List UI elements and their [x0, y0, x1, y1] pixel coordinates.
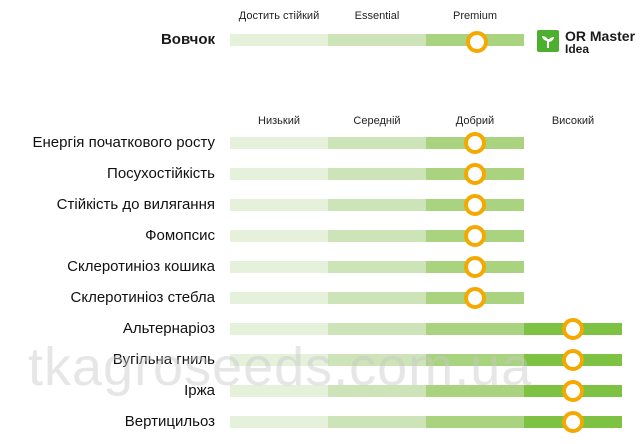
rating-marker — [464, 225, 486, 247]
rating-header-1: Середній — [353, 115, 401, 127]
rating-marker — [562, 411, 584, 433]
rating-segment — [328, 137, 426, 149]
logo-line2: Idea — [565, 42, 590, 56]
rating-row-label: Енергія початкового росту — [32, 134, 216, 151]
rating-segment — [328, 292, 426, 304]
seedling-icon — [537, 30, 559, 52]
top-seg-1 — [230, 34, 328, 46]
rating-segment — [328, 261, 426, 273]
rating-segment — [426, 416, 524, 428]
rating-segment — [328, 199, 426, 211]
rating-segment — [230, 323, 328, 335]
rating-segment — [426, 354, 524, 366]
rating-segment — [328, 416, 426, 428]
rating-segment — [328, 168, 426, 180]
rating-marker — [562, 318, 584, 340]
rating-marker — [464, 194, 486, 216]
logo-line1: OR Master — [565, 28, 636, 44]
rating-row-label: Вертицильоз — [124, 413, 215, 430]
rating-row-label: Альтернаріоз — [122, 320, 215, 337]
rating-marker — [464, 163, 486, 185]
rating-header-3: Високий — [551, 115, 595, 127]
rating-marker — [464, 287, 486, 309]
rating-segment — [230, 137, 328, 149]
top-header-0: Достить стійкий — [238, 10, 320, 22]
rating-row-label: Вугільна гниль — [112, 351, 215, 368]
rating-segment — [426, 323, 524, 335]
rating-row-label: Стійкість до вилягання — [56, 196, 215, 213]
rating-segment — [230, 354, 328, 366]
rating-segment — [230, 385, 328, 397]
rating-marker — [464, 132, 486, 154]
rating-segment — [230, 416, 328, 428]
rating-row-label: Склеротиніоз кошика — [67, 258, 215, 275]
rating-header-0: Низький — [258, 115, 300, 127]
rating-row-label: Фомопсис — [145, 227, 215, 244]
top-seg-2 — [328, 34, 426, 46]
rating-marker — [562, 380, 584, 402]
top-row-label: Вовчок — [160, 31, 215, 48]
rating-segment — [426, 385, 524, 397]
rating-segment — [230, 199, 328, 211]
top-header-1: Essential — [354, 10, 400, 22]
rating-row-label: Посухостійкість — [107, 165, 215, 182]
rating-segment — [328, 323, 426, 335]
rating-segment — [230, 292, 328, 304]
rating-row-label: Іржа — [184, 382, 215, 399]
rating-marker — [562, 349, 584, 371]
rating-row-label: Склеротиніоз стебла — [70, 289, 216, 306]
rating-segment — [230, 230, 328, 242]
rating-header-2: Добрий — [455, 115, 495, 127]
rating-segment — [328, 354, 426, 366]
rating-segment — [230, 168, 328, 180]
rating-marker — [464, 256, 486, 278]
top-header-2: Premium — [452, 10, 497, 22]
rating-segment — [328, 385, 426, 397]
rating-segment — [328, 230, 426, 242]
top-rating-marker — [466, 31, 488, 53]
rating-segment — [230, 261, 328, 273]
